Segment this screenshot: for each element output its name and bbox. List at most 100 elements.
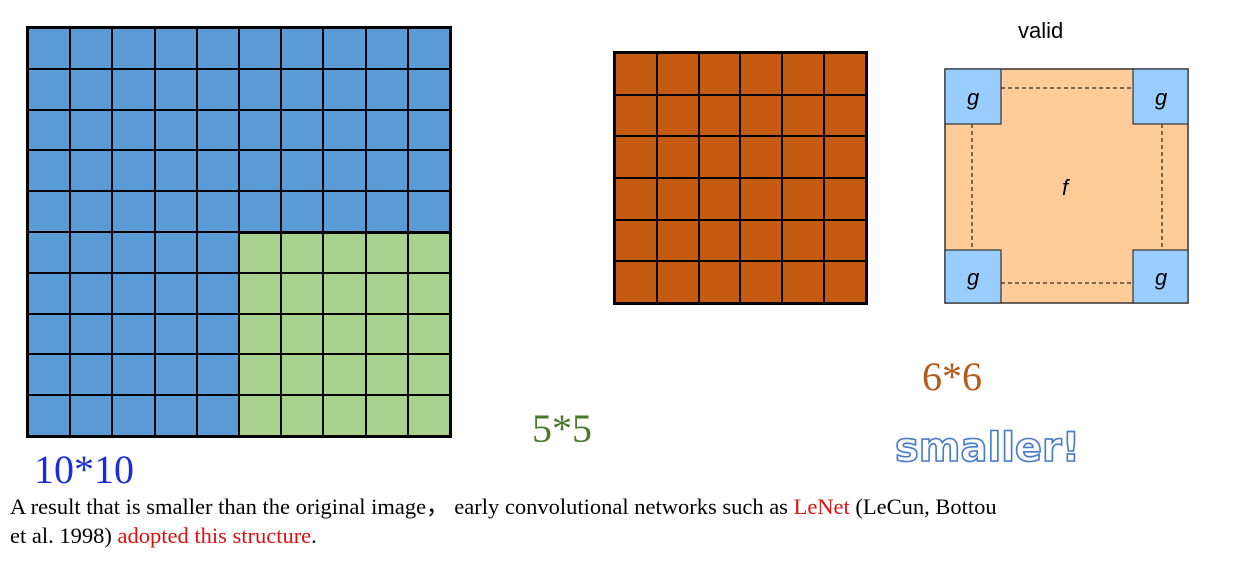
g-box-bottom-left: g	[944, 249, 1002, 304]
kernel-cell	[365, 354, 408, 396]
input-cell	[70, 395, 113, 436]
output-cell	[824, 219, 866, 262]
output-cell	[824, 136, 866, 178]
input-cell	[70, 272, 113, 314]
input-cell	[196, 354, 239, 396]
input-cell	[112, 68, 155, 110]
input-cell	[365, 28, 408, 69]
kernel-cell	[407, 354, 450, 396]
g-label-tr: g	[1155, 85, 1168, 110]
input-cell	[154, 231, 197, 273]
output-cell	[740, 53, 783, 95]
output-cell	[740, 94, 783, 137]
input-cell	[281, 150, 324, 192]
caption-adopted: adopted this structure	[117, 523, 312, 548]
input-cell	[196, 231, 239, 273]
output-cell	[698, 178, 741, 220]
output-cell	[656, 94, 699, 137]
input-cell	[196, 191, 239, 232]
g-label-tl: g	[967, 85, 980, 110]
output-cell	[615, 178, 657, 220]
input-cell	[112, 28, 155, 69]
output-cell	[782, 94, 825, 137]
valid-convolution-diagram: g g g g f	[944, 68, 1189, 304]
input-cell	[28, 231, 71, 273]
input-cell	[323, 150, 366, 192]
input-cell	[365, 191, 408, 232]
output-cell	[740, 261, 783, 303]
input-cell	[112, 231, 155, 273]
output-cell	[698, 94, 741, 137]
kernel-cell	[365, 395, 408, 436]
input-cell	[323, 28, 366, 69]
input-cell	[154, 191, 197, 232]
input-cell	[323, 109, 366, 151]
input-cell	[70, 109, 113, 151]
output-cell	[615, 219, 657, 262]
kernel-size-label: 5*5	[532, 406, 592, 451]
kernel-cell	[365, 231, 408, 273]
kernel-cell	[365, 313, 408, 355]
input-cell	[154, 28, 197, 69]
output-cell	[782, 53, 825, 95]
input-cell	[70, 354, 113, 396]
input-cell	[112, 313, 155, 355]
kernel-cell	[239, 395, 282, 436]
kernel-cell	[407, 395, 450, 436]
output-cell	[656, 261, 699, 303]
caption-part1: A result that is smaller than the origin…	[10, 494, 794, 519]
input-cell	[196, 313, 239, 355]
input-size-label: 10*10	[34, 447, 134, 492]
input-cell	[154, 109, 197, 151]
kernel-cell	[281, 313, 324, 355]
kernel-cell	[323, 272, 366, 314]
input-cell	[28, 313, 71, 355]
g-box-top-left: g	[944, 68, 1002, 125]
input-cell	[28, 68, 71, 110]
output-cell	[824, 261, 866, 303]
output-cell	[615, 261, 657, 303]
output-cell	[782, 261, 825, 303]
input-cell	[239, 109, 282, 151]
kernel-cell	[239, 231, 282, 273]
input-cell	[407, 191, 450, 232]
output-cell	[698, 261, 741, 303]
input-cell	[70, 191, 113, 232]
kernel-cell	[281, 395, 324, 436]
input-cell	[112, 150, 155, 192]
kernel-cell	[281, 272, 324, 314]
input-cell	[154, 150, 197, 192]
kernel-cell	[323, 354, 366, 396]
input-cell	[154, 68, 197, 110]
kernel-cell	[323, 395, 366, 436]
input-cell	[28, 272, 71, 314]
input-cell	[323, 191, 366, 232]
input-cell	[154, 313, 197, 355]
input-cell	[28, 354, 71, 396]
kernel-cell	[323, 231, 366, 273]
g-box-top-right: g	[1132, 68, 1189, 125]
smaller-callout: smaller!	[894, 424, 1081, 472]
input-cell	[281, 109, 324, 151]
input-cell	[154, 354, 197, 396]
input-cell	[239, 28, 282, 69]
input-cell	[112, 395, 155, 436]
caption: A result that is smaller than the origin…	[10, 492, 1256, 550]
input-cell	[365, 109, 408, 151]
output-cell	[656, 178, 699, 220]
kernel-cell	[239, 313, 282, 355]
input-cell	[70, 150, 113, 192]
output-cell	[824, 178, 866, 220]
input-cell	[28, 109, 71, 151]
g-label-bl: g	[967, 265, 980, 290]
input-cell	[281, 68, 324, 110]
output-cell	[782, 136, 825, 178]
input-cell	[239, 150, 282, 192]
input-cell	[407, 150, 450, 192]
input-cell	[28, 191, 71, 232]
caption-part3: et al. 1998)	[10, 523, 118, 548]
output-cell	[782, 219, 825, 262]
input-cell	[154, 395, 197, 436]
output-cell	[615, 136, 657, 178]
input-cell	[70, 68, 113, 110]
